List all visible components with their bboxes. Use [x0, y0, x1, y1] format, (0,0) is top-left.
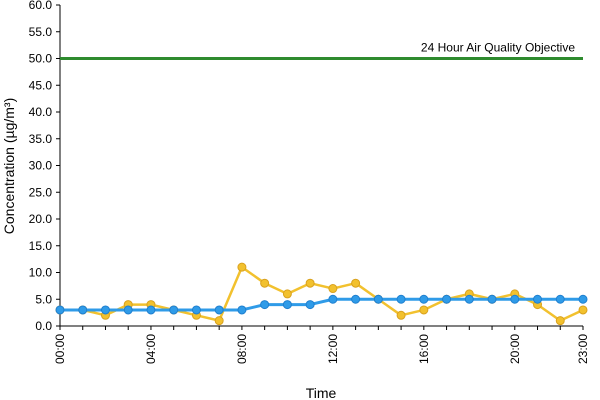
- series-2-point: [55, 305, 65, 315]
- y-tick-label: 50.0: [29, 52, 53, 66]
- series-2-point: [533, 294, 543, 304]
- series-1-point: [214, 316, 224, 326]
- series-2-point: [510, 294, 520, 304]
- series-2-point: [442, 294, 452, 304]
- series-2-point: [237, 305, 247, 315]
- series-1-point: [555, 316, 565, 326]
- series-2-point: [464, 294, 474, 304]
- x-ticks: 00:00 04:00 08:00 12:00 16:00 20:00 23:00: [53, 326, 590, 364]
- y-tick-label: 5.0: [35, 292, 52, 306]
- series-1-point: [305, 278, 315, 288]
- series-2-point: [578, 294, 588, 304]
- series-2-point: [305, 300, 315, 310]
- series-2-point: [351, 294, 361, 304]
- y-tick-label: 40.0: [29, 105, 53, 119]
- y-tick-label: 55.0: [29, 25, 53, 39]
- objective-line-group: 24 Hour Air Quality Objective: [60, 41, 583, 60]
- x-tick-label: 04:00: [144, 334, 158, 364]
- series-2-point: [555, 294, 565, 304]
- y-tick-label: 45.0: [29, 78, 53, 92]
- series-1-point: [419, 305, 429, 315]
- series-1-point: [578, 305, 588, 315]
- x-tick-label: 08:00: [235, 334, 249, 364]
- series-2-point: [191, 305, 201, 315]
- x-tick-label: 23:00: [576, 334, 590, 364]
- series-2-point: [396, 294, 406, 304]
- x-tick-label: 16:00: [417, 334, 431, 364]
- series-2-point: [373, 294, 383, 304]
- y-tick-label: 10.0: [29, 266, 53, 280]
- series-2-point: [123, 305, 133, 315]
- y-tick-label: 0.0: [35, 319, 52, 333]
- y-tick-label: 30.0: [29, 159, 53, 173]
- x-tick-label: 12:00: [326, 334, 340, 364]
- y-ticks: 0.0 5.0 10.0 15.0 20.0 25.0 30.0 35.0 40.0 45.0 50…: [29, 0, 60, 333]
- y-tick-label: 25.0: [29, 185, 53, 199]
- objective-label: 24 Hour Air Quality Objective: [421, 41, 575, 55]
- series-2-point: [169, 305, 179, 315]
- x-axis-title: Time: [306, 385, 337, 400]
- y-tick-label: 15.0: [29, 239, 53, 253]
- series-1-point: [237, 262, 247, 272]
- series-1-point: [396, 310, 406, 320]
- series-2-point: [78, 305, 88, 315]
- series-2-point: [100, 305, 110, 315]
- series-1-point: [260, 278, 270, 288]
- y-tick-label: 20.0: [29, 212, 53, 226]
- x-tick-label: 00:00: [53, 334, 67, 364]
- series-1-point: [351, 278, 361, 288]
- series-1-line: [60, 265, 584, 322]
- series-1-point: [328, 284, 338, 294]
- x-tick-label: 20:00: [508, 334, 522, 364]
- series-2-point: [146, 305, 156, 315]
- y-tick-label: 35.0: [29, 132, 53, 146]
- y-axis-title: Concentration (µg/m³): [1, 98, 17, 234]
- series-group: [55, 262, 588, 326]
- series-2-point: [282, 300, 292, 310]
- series-2-point: [214, 305, 224, 315]
- series-2-point: [419, 294, 429, 304]
- series-2-point: [487, 294, 497, 304]
- series-2-point: [328, 294, 338, 304]
- series-1-point: [282, 289, 292, 299]
- series-2-point: [260, 300, 270, 310]
- y-tick-label: 60.0: [29, 0, 53, 12]
